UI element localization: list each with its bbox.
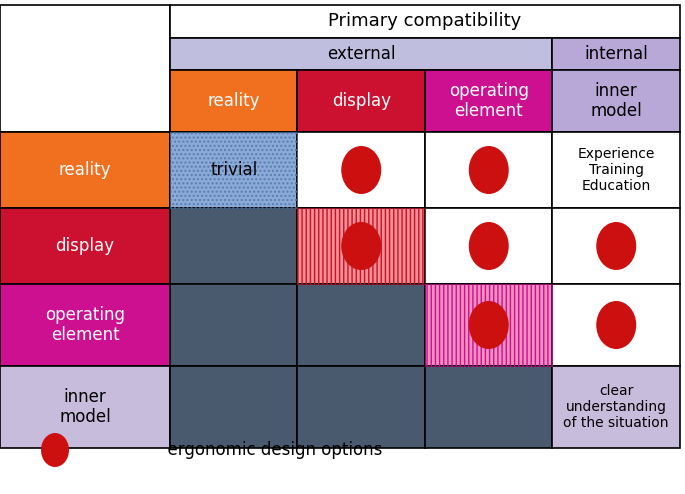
Ellipse shape: [341, 146, 382, 194]
Bar: [0, 5, 170, 132]
Bar: [553, 132, 680, 208]
Text: inner
model: inner model: [590, 82, 642, 121]
Bar: [425, 284, 553, 366]
Text: clear
understanding
of the situation: clear understanding of the situation: [564, 384, 669, 430]
Bar: [425, 208, 553, 284]
Bar: [170, 38, 553, 70]
Bar: [553, 70, 680, 132]
Bar: [170, 5, 680, 38]
Text: operating
element: operating element: [449, 82, 529, 121]
Bar: [297, 132, 425, 208]
Text: trivial: trivial: [210, 161, 258, 179]
Bar: [297, 284, 425, 366]
Bar: [170, 70, 297, 132]
Text: display: display: [332, 92, 390, 110]
Text: Primary compatibility: Primary compatibility: [328, 12, 521, 31]
Ellipse shape: [469, 222, 509, 270]
Bar: [553, 208, 680, 284]
Text: operating
element: operating element: [45, 306, 125, 344]
Bar: [170, 366, 297, 448]
Bar: [297, 208, 425, 284]
Text: ergonomic design options: ergonomic design options: [158, 441, 383, 459]
Bar: [0, 366, 170, 448]
Bar: [170, 132, 297, 208]
Text: reality: reality: [208, 92, 260, 110]
Text: Experience
Training
Education: Experience Training Education: [577, 147, 655, 193]
Ellipse shape: [341, 222, 382, 270]
Text: reality: reality: [59, 161, 111, 179]
Bar: [0, 132, 170, 208]
Text: inner
model: inner model: [59, 388, 111, 426]
Bar: [0, 208, 170, 284]
Bar: [425, 70, 553, 132]
Bar: [425, 366, 553, 448]
Bar: [297, 366, 425, 448]
Ellipse shape: [596, 301, 636, 349]
Text: external: external: [327, 45, 395, 63]
Bar: [170, 132, 297, 208]
Bar: [553, 366, 680, 448]
Ellipse shape: [41, 433, 69, 467]
Bar: [297, 208, 425, 284]
Bar: [170, 208, 297, 284]
Bar: [297, 70, 425, 132]
Bar: [0, 284, 170, 366]
Ellipse shape: [469, 146, 509, 194]
Bar: [553, 38, 680, 70]
Text: internal: internal: [584, 45, 648, 63]
Ellipse shape: [596, 222, 636, 270]
Ellipse shape: [469, 301, 509, 349]
Bar: [425, 132, 553, 208]
Bar: [425, 284, 553, 366]
Text: display: display: [55, 237, 114, 255]
Bar: [170, 284, 297, 366]
Bar: [553, 284, 680, 366]
